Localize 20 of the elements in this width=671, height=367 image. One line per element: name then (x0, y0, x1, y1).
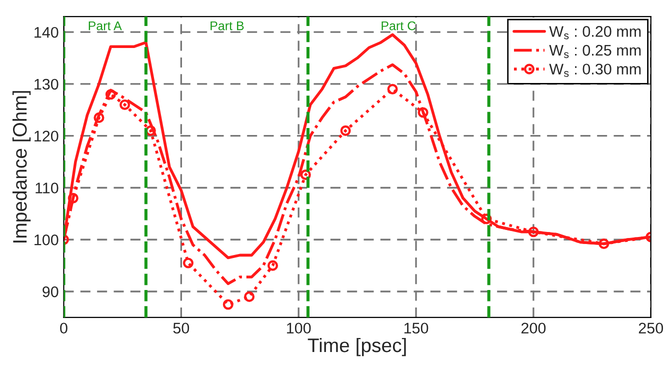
annotation: Part C (382, 21, 416, 30)
x-axis-title: Time [psec] (308, 338, 406, 356)
x-tick-label: 100 (287, 322, 311, 334)
y-tick-label: 130 (34, 78, 58, 90)
x-tick-label: 200 (521, 322, 546, 334)
annotation: Part B (210, 21, 244, 30)
x-tick-label: 0 (60, 322, 68, 334)
x-tick-label: 150 (404, 322, 428, 334)
legend-label: W$_{s}$ : 0.30 mm (549, 64, 641, 77)
y-tick-label: 110 (36, 182, 58, 194)
legend-label: W$_{s}$ : 0.25 mm (549, 44, 641, 58)
y-axis-title: Impedance [Ohm] (12, 91, 31, 242)
x-tick-label: 50 (173, 322, 190, 334)
annotation: Part A (88, 21, 122, 30)
y-tick-label: 100 (34, 234, 58, 246)
legend-label: W$_{s}$ : 0.20 mm (549, 26, 641, 40)
y-tick-label: 90 (42, 286, 58, 298)
y-tick-label: 120 (34, 130, 58, 142)
x-tick-label: 250 (638, 322, 664, 334)
y-tick-label: 140 (34, 26, 58, 38)
